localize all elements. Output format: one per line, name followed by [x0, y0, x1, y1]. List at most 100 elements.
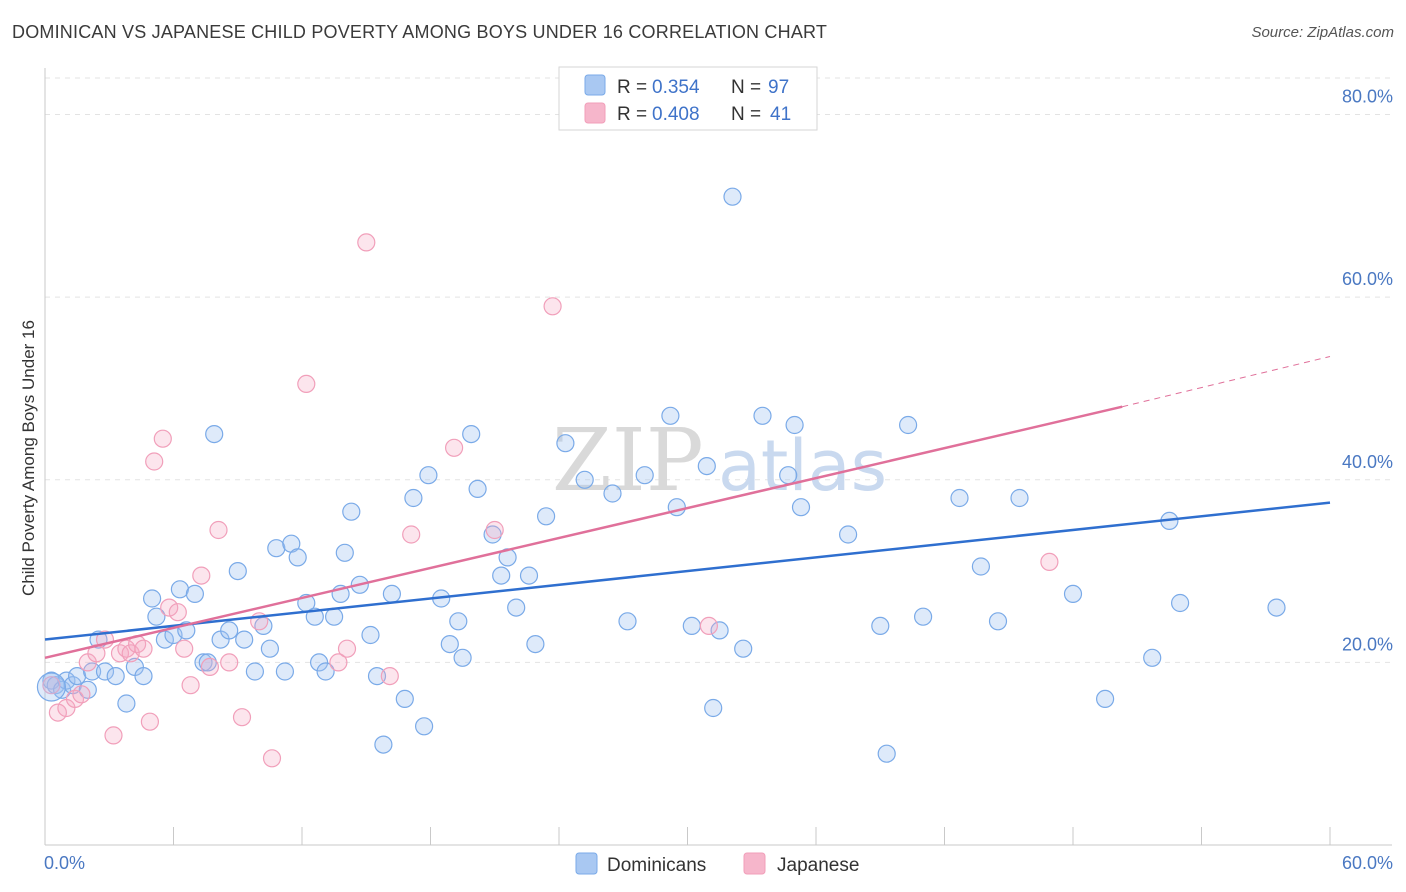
dominican-point-27 — [235, 630, 254, 649]
dominican-point-56 — [462, 425, 481, 444]
legend-box: R = 0.354 N = 97 R = 0.408 N = 41 — [558, 66, 818, 131]
dominican-point-13 — [134, 666, 153, 686]
dominican-point-79 — [779, 466, 798, 485]
dominican-point-14 — [143, 589, 162, 608]
dominican-point-87 — [950, 488, 969, 508]
dominican-point-51 — [419, 466, 438, 485]
dominican-point-28 — [245, 662, 264, 681]
japanese-point-33 — [402, 525, 421, 544]
y-tick-label-1: 40.0% — [1342, 452, 1393, 472]
dominican-point-50 — [415, 717, 434, 736]
dominican-point-77 — [734, 639, 753, 658]
japanese-point-32 — [380, 666, 399, 686]
japanese-point-13 — [134, 639, 153, 658]
dominican-point-70 — [661, 406, 680, 425]
legend-r-value-2: 0.408 — [652, 104, 700, 125]
dominican-point-86 — [913, 607, 933, 626]
dominican-point-53 — [440, 634, 459, 654]
dominican-point-46 — [374, 735, 393, 754]
dominican-point-65 — [556, 434, 575, 453]
dominican-point-67 — [603, 484, 622, 503]
japanese-point-30 — [337, 639, 357, 658]
dominican-point-92 — [1095, 689, 1115, 709]
legend-r-label-2: R = — [617, 104, 647, 125]
dominican-point-95 — [1170, 593, 1190, 613]
dominican-point-25 — [220, 621, 239, 640]
japanese-point-4 — [72, 685, 91, 704]
bottom-legend-label-dominicans: Dominicans — [607, 855, 706, 876]
dominican-point-10 — [106, 666, 125, 686]
japanese-point-19 — [175, 639, 194, 658]
japanese-trend-line — [44, 405, 1123, 660]
y-tick-label-0: 20.0% — [1342, 634, 1393, 654]
dominican-point-41 — [335, 543, 354, 562]
dominican-point-26 — [228, 561, 247, 581]
japanese-point-38 — [1040, 552, 1059, 572]
japanese-point-22 — [200, 657, 219, 677]
japanese-point-36 — [543, 297, 562, 316]
legend-r-label-1: R = — [617, 77, 647, 98]
japanese-point-21 — [192, 566, 211, 585]
japanese-point-8 — [104, 726, 123, 745]
dominican-point-73 — [697, 457, 716, 476]
dominican-point-2 — [52, 680, 72, 699]
dominican-point-45 — [367, 666, 387, 686]
dominican-point-81 — [791, 498, 811, 517]
trend-lines — [44, 356, 1331, 660]
japanese-point-17 — [160, 598, 179, 617]
dominican-point-55 — [453, 648, 472, 667]
legend-n-label-1: N = — [731, 77, 761, 98]
y-tick-labels: 20.0% 40.0% 60.0% 80.0% — [1342, 87, 1393, 655]
legend-n-value-2: 41 — [770, 104, 791, 125]
legend-swatch-dominicans — [584, 74, 606, 96]
dominican-point-39 — [325, 607, 344, 626]
japanese-point-28 — [297, 374, 316, 393]
dominican-point-64 — [536, 507, 556, 526]
y-axis-label: Child Poverty Among Boys Under 16 — [19, 320, 38, 596]
dominican-point-cluster — [36, 672, 67, 702]
dominican-point-63 — [526, 634, 545, 654]
y-tick-label-2: 60.0% — [1342, 269, 1393, 289]
dominican-point-7 — [82, 662, 102, 681]
dominican-point-66 — [575, 470, 594, 489]
japanese-point-1 — [48, 703, 68, 722]
japanese-point-29 — [329, 653, 348, 672]
y-tick-label-3: 80.0% — [1342, 87, 1393, 107]
dominican-point-57 — [468, 479, 487, 498]
legend-n-value-1: 97 — [768, 77, 789, 98]
dominican-point-72 — [682, 616, 701, 636]
dominican-point-62 — [519, 566, 539, 585]
japanese-point-34 — [445, 438, 464, 457]
japanese-point-9 — [110, 644, 130, 663]
japanese-point-0 — [42, 676, 61, 695]
japanese-point-16 — [153, 429, 172, 448]
japanese-point-14 — [140, 712, 159, 731]
bottom-legend-swatch-japanese — [743, 852, 766, 875]
dominican-point-84 — [877, 744, 896, 763]
japanese-point-18 — [168, 603, 187, 622]
dominican-point-49 — [404, 488, 423, 508]
dominican-point-69 — [635, 466, 654, 485]
japanese-point-31 — [357, 233, 376, 252]
dominican-point-38 — [316, 662, 335, 681]
data-points — [36, 187, 1286, 768]
dominican-point-80 — [785, 415, 804, 435]
japanese-point-35 — [485, 520, 504, 540]
grid-lines — [45, 77, 1392, 663]
axes — [44, 68, 1392, 846]
dominican-point-83 — [871, 616, 890, 636]
dominican-point-85 — [898, 415, 918, 435]
japanese-point-37 — [699, 616, 719, 636]
bottom-legend-swatch-dominicans — [575, 852, 598, 875]
dominican-point-23 — [205, 425, 224, 444]
dominican-point-34 — [288, 548, 307, 567]
dominican-point-74 — [704, 698, 723, 718]
dominican-point-68 — [618, 612, 637, 631]
dominican-point-93 — [1143, 648, 1162, 667]
x-tick-label-min: 0.0% — [44, 853, 85, 873]
watermark-zip: ZIP — [552, 411, 704, 511]
japanese-point-23 — [209, 520, 228, 540]
dominican-point-18 — [170, 580, 189, 599]
legend-swatch-japanese — [584, 102, 606, 124]
